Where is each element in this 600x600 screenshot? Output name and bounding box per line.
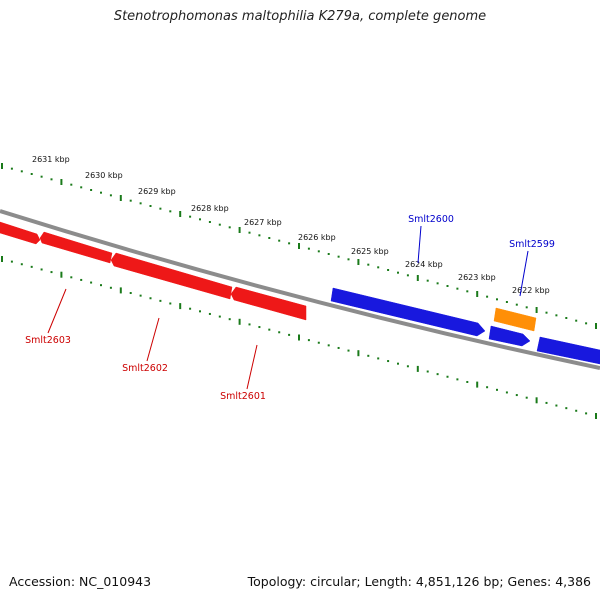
kbp-label: 2628 kbp <box>191 204 229 213</box>
kbp-label: 2627 kbp <box>244 218 282 227</box>
outer-tick-ring <box>1 163 597 329</box>
kbp-label: 2631 kbp <box>32 155 70 164</box>
gene-label: Smlt2603 <box>25 335 71 346</box>
forward-gene-arrow <box>493 307 537 332</box>
reverse-gene-arrow <box>110 252 233 300</box>
kbp-label: 2623 kbp <box>458 273 496 282</box>
gene-labels: Smlt2603 Smlt2602 Smlt2601 Smlt2600 Smlt2599 <box>25 214 555 402</box>
kbp-label: 2622 kbp <box>512 286 550 295</box>
reverse-gene-arrow <box>39 231 113 264</box>
reverse-gene-arrow <box>0 221 41 245</box>
backbone-line <box>0 209 600 370</box>
forward-gene-arrow <box>330 287 486 337</box>
gene-leader-line <box>519 250 529 297</box>
gene-features <box>0 221 600 365</box>
gene-label: Smlt2602 <box>122 363 168 374</box>
kbp-label: 2626 kbp <box>298 233 336 242</box>
kbp-label: 2630 kbp <box>85 171 123 180</box>
kbp-label: 2625 kbp <box>351 247 389 256</box>
kbp-label-group: 2631 kbp 2630 kbp 2629 kbp 2628 kbp 2627 kbp… <box>32 155 550 295</box>
topology-text: Topology: circular; Length: 4,851,126 bp… <box>247 574 591 589</box>
forward-gene-arrow <box>488 325 531 347</box>
gene-label: Smlt2600 <box>408 214 454 225</box>
forward-gene-arrow <box>536 336 600 365</box>
gene-leader-line <box>47 288 67 334</box>
gene-leader-line <box>146 317 160 362</box>
gene-leader-line <box>246 344 258 390</box>
map-title: Stenotrophomonas maltophilia K279a, comp… <box>113 9 487 24</box>
gene-label: Smlt2601 <box>220 391 266 402</box>
kbp-label: 2629 kbp <box>138 187 176 196</box>
gene-leader-line <box>417 225 422 264</box>
reverse-gene-arrow <box>230 286 307 321</box>
gene-label: Smlt2599 <box>509 239 555 250</box>
inner-tick-ring <box>1 256 597 419</box>
accession-text: Accession: NC_010943 <box>9 574 152 589</box>
kbp-label: 2624 kbp <box>405 260 443 269</box>
